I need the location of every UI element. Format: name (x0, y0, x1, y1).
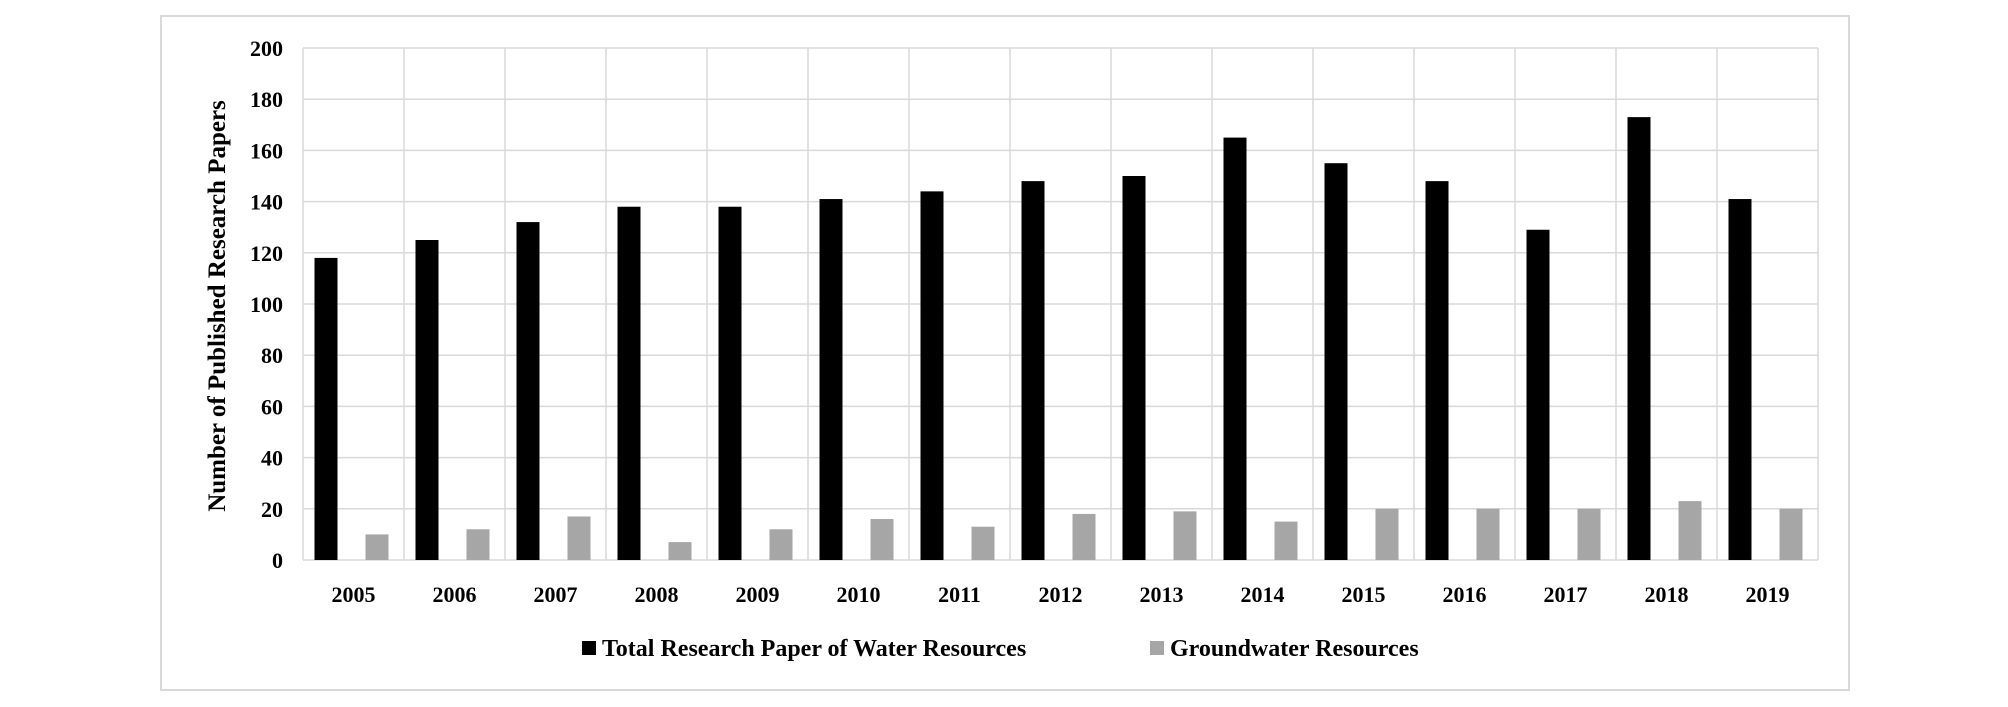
y-axis-title: Number of Published Research Papers (204, 100, 231, 512)
bar-groundwater-2011 (971, 526, 995, 560)
bar-total-2013 (1122, 176, 1146, 560)
bar-total-2008 (617, 206, 641, 560)
y-tick-label: 140 (250, 190, 283, 215)
x-tick-label: 2013 (1140, 582, 1184, 607)
bar-total-2010 (819, 199, 843, 561)
bar-groundwater-2007 (567, 516, 591, 560)
y-tick-label: 100 (250, 292, 283, 317)
bar-groundwater-2015 (1375, 508, 1399, 560)
bar-total-2014 (1223, 137, 1247, 560)
y-tick-label: 180 (250, 87, 283, 112)
x-tick-label: 2016 (1443, 582, 1487, 607)
bar-total-2018 (1627, 117, 1651, 561)
chart-frame (160, 15, 1850, 691)
bar-total-2017 (1526, 229, 1550, 560)
bar-groundwater-2019 (1779, 508, 1803, 560)
bar-total-2006 (415, 240, 439, 560)
bar-groundwater-2010 (870, 519, 894, 560)
bar-groundwater-2009 (769, 529, 793, 560)
bar-total-2007 (516, 222, 540, 560)
bar-groundwater-2006 (466, 529, 490, 560)
bars (314, 117, 1803, 561)
gridlines (302, 47, 1819, 561)
x-tick-label: 2006 (433, 582, 477, 607)
x-tick-label: 2005 (332, 582, 376, 607)
y-tick-label: 0 (272, 548, 283, 573)
bar-total-2015 (1324, 163, 1348, 560)
bar-groundwater-2014 (1274, 521, 1298, 560)
x-tick-label: 2011 (938, 582, 981, 607)
legend: Total Research Paper of Water Resources G… (582, 636, 1419, 662)
y-tick-label: 160 (250, 138, 283, 163)
bar-groundwater-2012 (1072, 513, 1096, 560)
y-tick-label: 40 (261, 446, 283, 471)
x-tick-label: 2009 (736, 582, 780, 607)
bar-groundwater-2018 (1678, 501, 1702, 560)
y-tick-label: 80 (261, 343, 283, 368)
legend-label-2: Groundwater Resources (1170, 636, 1419, 662)
y-axis-ticks: 0 20 40 60 80 100 120 140 160 180 200 (250, 36, 283, 573)
bar-total-2005 (314, 257, 338, 560)
bar-total-2009 (718, 206, 742, 560)
x-tick-label: 2008 (635, 582, 679, 607)
bar-groundwater-2017 (1577, 508, 1601, 560)
y-tick-label: 120 (250, 241, 283, 266)
y-tick-label: 20 (261, 497, 283, 522)
x-tick-label: 2014 (1241, 582, 1285, 607)
x-tick-label: 2010 (837, 582, 881, 607)
x-tick-label: 2018 (1645, 582, 1689, 607)
bar-total-2016 (1425, 181, 1449, 560)
legend-label-1: Total Research Paper of Water Resources (602, 636, 1026, 662)
legend-swatch-1 (582, 641, 596, 655)
x-tick-label: 2019 (1746, 582, 1790, 607)
x-tick-label: 2017 (1544, 582, 1588, 607)
bar-total-2012 (1021, 181, 1045, 560)
bar-groundwater-2005 (365, 534, 389, 560)
x-tick-label: 2007 (534, 582, 578, 607)
bar-groundwater-2013 (1173, 511, 1197, 560)
x-axis-ticks: 2005 2006 2007 2008 2009 2010 2011 2012 2013 2014… (332, 582, 1790, 607)
bar-groundwater-2008 (668, 542, 692, 560)
bar-total-2019 (1728, 199, 1752, 561)
x-tick-label: 2012 (1039, 582, 1083, 607)
bar-total-2011 (920, 191, 944, 561)
legend-swatch-2 (1150, 641, 1164, 655)
x-tick-label: 2015 (1342, 582, 1386, 607)
y-tick-label: 200 (250, 36, 283, 61)
y-tick-label: 60 (261, 394, 283, 419)
bar-groundwater-2016 (1476, 508, 1500, 560)
